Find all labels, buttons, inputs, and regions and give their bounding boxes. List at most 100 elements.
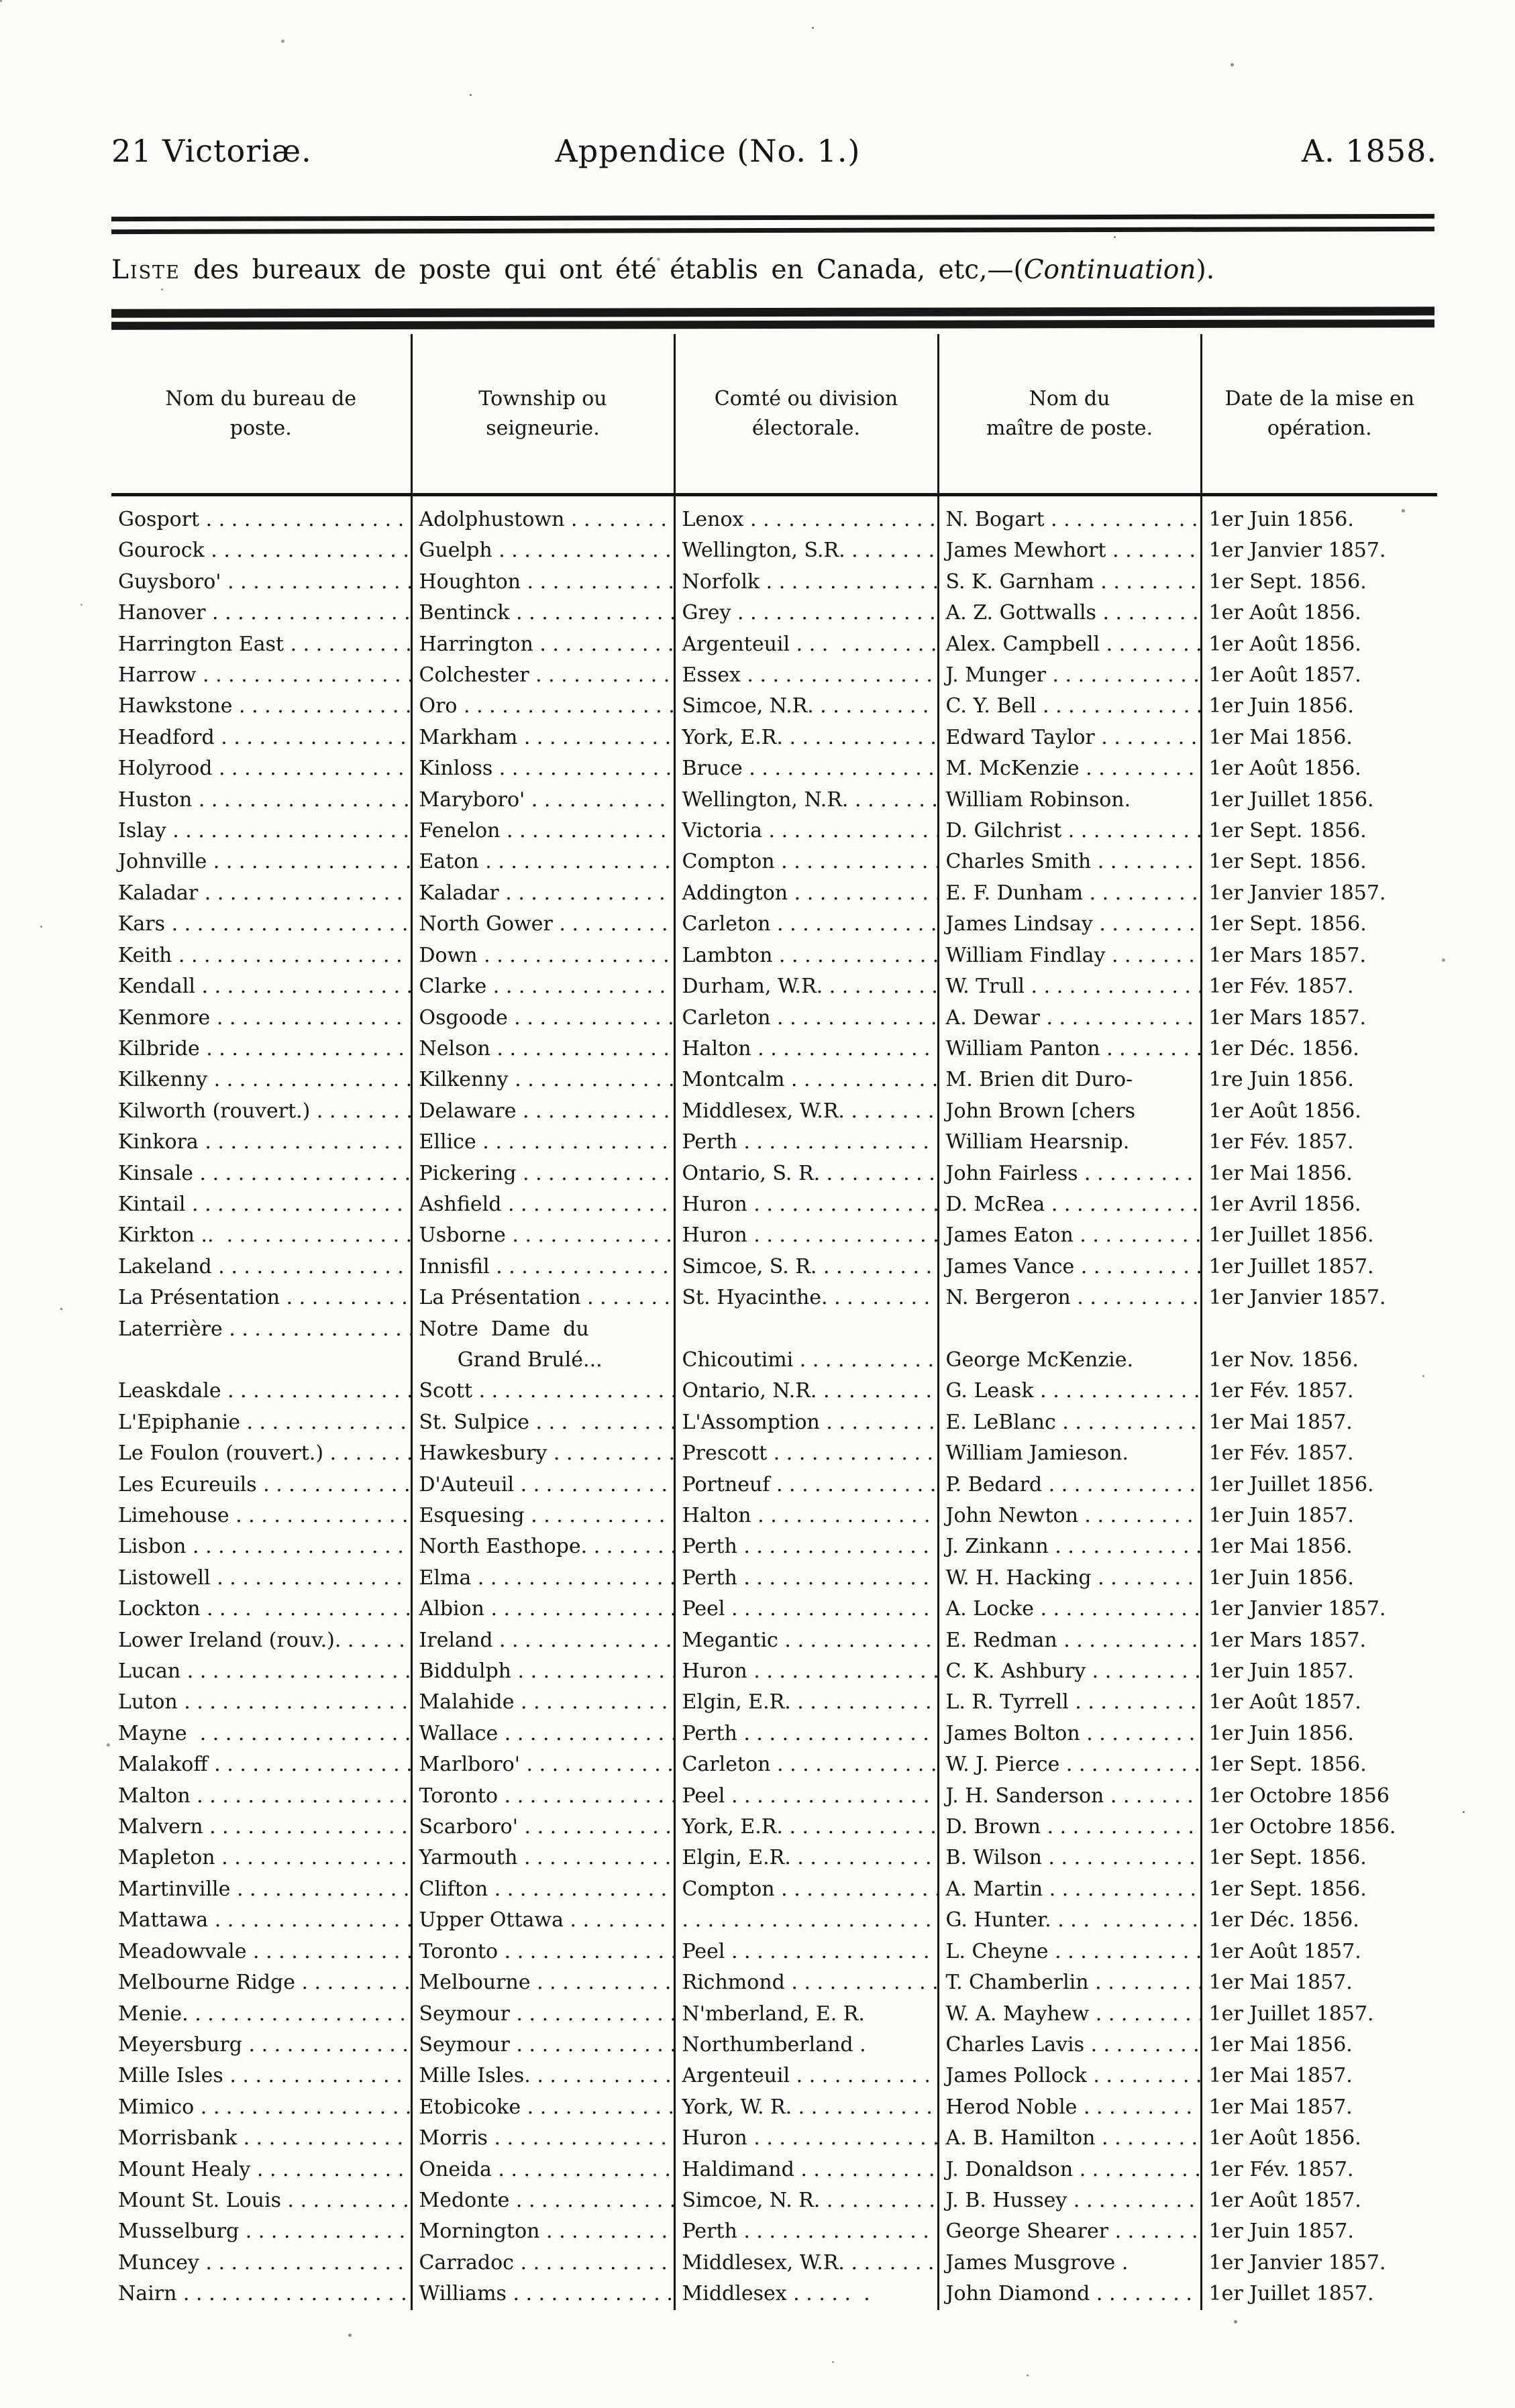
table-row: Kilworth (rouvert.) . . . . . . . . . . …: [111, 1095, 1437, 1128]
cell-date: 1er Mai 1857.: [1200, 1407, 1437, 1439]
cell-township: Guelph . . . . . . . . . . . . . . . . .…: [410, 535, 674, 567]
cell-postmaster: N. Bergeron . . . . . . . . . . . . . . …: [937, 1282, 1201, 1314]
cell-county: Victoria . . . . . . . . . . . . . . . .…: [673, 816, 938, 847]
cell-county: L'Assomption . . . . . . . . . . . . . .…: [673, 1407, 938, 1439]
cell-postmaster: A. Z. Gottwalls . . . . . . . . . . . . …: [937, 598, 1201, 629]
cell-township: Down . . . . . . . . . . . . . . . . . .…: [410, 940, 674, 972]
cell-postmaster: A. Locke . . . . . . . . . . . . . . . .…: [937, 1594, 1201, 1625]
cell-office-name: Melbourne Ridge . . . . . . . . . . . . …: [118, 1971, 411, 1995]
cell-county: Huron . . . . . . . . . . . . . . . . . …: [673, 1656, 938, 1688]
cell-office-name: Kirkton .. . . . . . . . . . . . . . . .…: [118, 1223, 411, 1248]
cell-township: Kaladar . . . . . . . . . . . . . . . . …: [410, 877, 674, 910]
cell-county: Northumberland .: [673, 2029, 938, 2061]
cell-date: 1er Fév. 1857.: [1200, 1127, 1437, 1158]
cell-office-name: Nairn . . . . . . . . . . . . . . . . . …: [118, 2282, 407, 2306]
cell-township: Wallace . . . . . . . . . . . . . . . . …: [410, 1718, 674, 1750]
cell-township: North Easthope. . . . . . . . . . . . . …: [410, 1531, 674, 1563]
table-row: Malakoff . . . . . . . . . . . . . . . .…: [111, 1749, 1437, 1781]
cell-date: 1er Mars 1857.: [1200, 1625, 1437, 1657]
cell-postmaster: James Pollock . . . . . . . . . . . . . …: [937, 2061, 1201, 2092]
cell-postmaster: J. Donaldson . . . . . . . . . . . . . .…: [937, 2154, 1201, 2185]
cell-date: 1er Juillet 1856.: [1200, 784, 1437, 816]
cell-township: Eaton . . . . . . . . . . . . . . . . . …: [410, 846, 674, 878]
cell-township: Carradoc . . . . . . . . . . . . . . . .…: [410, 2247, 674, 2279]
cell-county: Huron . . . . . . . . . . . . . . . . . …: [673, 1189, 938, 1221]
cell-county: Simcoe, N.R. . . . . . . . . . . . . . .…: [673, 691, 938, 722]
cell-postmaster: D. Gilchrist . . . . . . . . . . . . . .…: [937, 816, 1201, 847]
cell-office-name: Kenmore . . . . . . . . . . . . . . . . …: [118, 1005, 411, 1030]
cell-office-name: Mount Healy . . . . . . . . . . . . . . …: [118, 2157, 411, 2181]
cell-county: Addington . . . . . . . . . . . . . . . …: [673, 877, 938, 910]
cell-postmaster: E. F. Dunham . . . . . . . . . . . . . .…: [937, 877, 1201, 910]
cell-county: Carleton . . . . . . . . . . . . . . . .…: [673, 1002, 938, 1034]
cell-date: 1er Fév. 1857.: [1200, 2154, 1437, 2185]
cell-county: Megantic . . . . . . . . . . . . . . . .…: [673, 1625, 938, 1657]
cell-postmaster: C. Y. Bell . . . . . . . . . . . . . . .…: [937, 691, 1201, 722]
cell-county: Compton . . . . . . . . . . . . . . . . …: [673, 846, 938, 878]
masthead-rule-top: [111, 213, 1435, 222]
column-header-township: Township ou seigneurie.: [410, 334, 674, 496]
cell-county: Portneuf . . . . . . . . . . . . . . . .…: [673, 1469, 938, 1500]
cell-county: Perth . . . . . . . . . . . . . . . . . …: [673, 1531, 938, 1563]
cell-county: Elgin, E.R. . . . . . . . . . . . . . . …: [673, 1843, 938, 1874]
cell-county: Argenteuil . . . . . . . . . . . . . . .…: [673, 2061, 938, 2092]
cell-county: Essex . . . . . . . . . . . . . . . . . …: [673, 660, 938, 692]
cell-office-name: Kaladar . . . . . . . . . . . . . . . . …: [118, 881, 411, 905]
cell-postmaster: James Vance . . . . . . . . . . . . . . …: [937, 1251, 1201, 1283]
cell-office-name: Mount St. Louis . . . . . . . . . . . . …: [118, 2188, 409, 2212]
cell-date: 1er Fév. 1857.: [1200, 1376, 1437, 1407]
cell-postmaster: James Musgrove .: [937, 2247, 1201, 2279]
table-row: Kilbride . . . . . . . . . . . . . . . .…: [111, 1033, 1437, 1065]
cell-office-name: L'Epiphanie . . . . . . . . . . . . . . …: [118, 1410, 407, 1434]
cell-township: Melbourne . . . . . . . . . . . . . . . …: [410, 1967, 674, 1999]
cell-county: Lambton . . . . . . . . . . . . . . . . …: [673, 940, 938, 972]
cell-postmaster: William Jamieson.: [937, 1438, 1201, 1470]
cell-township: Ireland . . . . . . . . . . . . . . . . …: [410, 1625, 674, 1657]
table-row: Kilkenny . . . . . . . . . . . . . . . .…: [111, 1064, 1437, 1096]
cell-county: Norfolk . . . . . . . . . . . . . . . . …: [673, 566, 938, 598]
cell-township: Mornington . . . . . . . . . . . . . . .…: [410, 2216, 674, 2248]
cell-county: Perth . . . . . . . . . . . . . . . . . …: [673, 2216, 938, 2248]
table-top-rule-upper: [111, 307, 1435, 318]
table-row: Nairn . . . . . . . . . . . . . . . . . …: [111, 2279, 1437, 2310]
cell-postmaster: A. B. Hamilton . . . . . . . . . . . . .…: [937, 2123, 1201, 2154]
list-title-tail: ).: [1196, 255, 1215, 285]
table-row: Morrisbank . . . . . . . . . . . . . . .…: [111, 2123, 1437, 2154]
cell-office-name: Mayne . . . . . . . . . . . . . . . . . …: [118, 1721, 411, 1745]
cell-date: 1er Mars 1857.: [1200, 940, 1437, 972]
cell-date: 1er Août 1856.: [1200, 628, 1437, 661]
cell-date: 1er Mai 1857.: [1200, 2061, 1437, 2092]
cell-office-name: Kendall . . . . . . . . . . . . . . . . …: [118, 975, 411, 999]
table-row: Mayne . . . . . . . . . . . . . . . . . …: [111, 1718, 1437, 1750]
cell-township: Kilkenny . . . . . . . . . . . . . . . .…: [410, 1064, 674, 1096]
cell-county: Perth . . . . . . . . . . . . . . . . . …: [673, 1127, 938, 1158]
cell-date: 1er Août 1856.: [1200, 2123, 1437, 2154]
cell-date: 1er Déc. 1856.: [1200, 1905, 1437, 1936]
table-row: Headford . . . . . . . . . . . . . . . .…: [111, 722, 1437, 754]
cell-township: La Présentation . . . . . . . . . . . . …: [410, 1282, 674, 1314]
cell-county: St. Hyacinthe. . . . . . . . . . . . . .…: [673, 1282, 938, 1314]
cell-county: Middlesex, W.R. . . . . . . . . . . . . …: [673, 1095, 938, 1128]
cell-township: Williams . . . . . . . . . . . . . . . .…: [410, 2279, 674, 2310]
cell-office-name: Mimico . . . . . . . . . . . . . . . . .…: [118, 2095, 411, 2119]
cell-county: Prescott . . . . . . . . . . . . . . . .…: [673, 1438, 938, 1470]
cell-office-name: Kinsale . . . . . . . . . . . . . . . . …: [118, 1161, 411, 1185]
cell-postmaster: Alex. Campbell . . . . . . . . . . . . .…: [937, 628, 1201, 661]
table-row: Mille Isles . . . . . . . . . . . . . . …: [111, 2061, 1437, 2092]
cell-date: 1er Juillet 1857.: [1200, 2279, 1437, 2310]
table-row: Muncey . . . . . . . . . . . . . . . . .…: [111, 2247, 1437, 2279]
cell-office-name: Les Ecureuils . . . . . . . . . . . . . …: [118, 1472, 411, 1496]
table-row: Mount St. Louis . . . . . . . . . . . . …: [111, 2185, 1437, 2217]
cell-office-name: Meadowvale . . . . . . . . . . . . . . .…: [118, 1939, 411, 1963]
table-row: Hawkstone . . . . . . . . . . . . . . . …: [111, 691, 1437, 722]
list-title-lead: Liste: [111, 255, 180, 285]
table-row: Meadowvale . . . . . . . . . . . . . . .…: [111, 1936, 1437, 1968]
cell-office-name: Listowell . . . . . . . . . . . . . . . …: [118, 1566, 411, 1590]
cell-date: 1er Sept. 1856.: [1200, 816, 1437, 847]
cell-postmaster: B. Wilson . . . . . . . . . . . . . . . …: [937, 1843, 1201, 1874]
cell-office-name: Kilkenny . . . . . . . . . . . . . . . .…: [118, 1068, 411, 1092]
cell-office-name: Harrington East . . . . . . . . . . . . …: [118, 632, 411, 656]
cell-office-name: Mille Isles . . . . . . . . . . . . . . …: [118, 2064, 411, 2088]
cell-office-name: Leaskdale . . . . . . . . . . . . . . . …: [118, 1379, 411, 1403]
cell-date: 1er Juin 1857.: [1200, 2216, 1437, 2248]
